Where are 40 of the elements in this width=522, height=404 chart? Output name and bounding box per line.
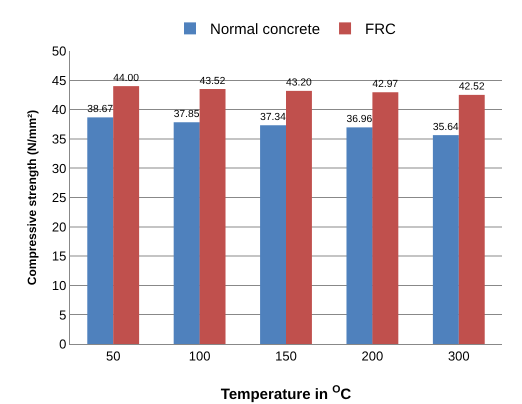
data-label: 44.00 <box>113 72 140 84</box>
y-tick-label: 0 <box>59 336 66 352</box>
data-label: 37.85 <box>174 108 200 120</box>
y-tick-label: 40 <box>52 102 66 118</box>
bar <box>346 127 372 344</box>
y-tick-label: 10 <box>52 278 66 293</box>
y-tick-label: 15 <box>52 248 66 264</box>
data-label: 37.34 <box>260 112 286 123</box>
y-tick-label: 50 <box>52 44 66 59</box>
y-axis-title: Compressive strength (N/mm²) <box>25 110 39 286</box>
legend-label: Normal concrete <box>210 21 320 38</box>
data-label: 38.67 <box>87 104 114 116</box>
bar <box>87 117 114 344</box>
data-label: 43.20 <box>286 78 312 89</box>
bar <box>113 86 140 344</box>
y-tick-label: 25 <box>52 190 66 206</box>
x-tick-label: 300 <box>448 348 470 364</box>
x-axis-title: Temperature in $^{O}$C <box>220 384 352 403</box>
x-tick-label: 150 <box>275 348 297 364</box>
bar <box>286 90 312 344</box>
data-label: 35.64 <box>432 122 459 133</box>
data-label: 43.52 <box>200 76 226 87</box>
data-label: 36.96 <box>346 114 373 126</box>
y-tick-label: 20 <box>52 219 66 234</box>
bar <box>372 92 398 344</box>
bar <box>200 88 226 344</box>
data-label: 42.97 <box>372 78 398 90</box>
bar <box>260 125 286 344</box>
x-tick-label: 100 <box>188 348 210 364</box>
bar <box>458 94 485 344</box>
y-tick-label: 45 <box>52 72 66 88</box>
x-tick-label: 50 <box>106 348 120 364</box>
y-tick-label: 5 <box>59 307 66 322</box>
bar <box>432 135 459 344</box>
bar <box>174 122 200 344</box>
y-tick-label: 35 <box>52 131 66 146</box>
data-label: 42.52 <box>458 82 485 93</box>
x-tick-label: 200 <box>362 348 384 364</box>
legend-label: FRC <box>365 21 396 38</box>
y-tick-label: 30 <box>52 160 66 176</box>
